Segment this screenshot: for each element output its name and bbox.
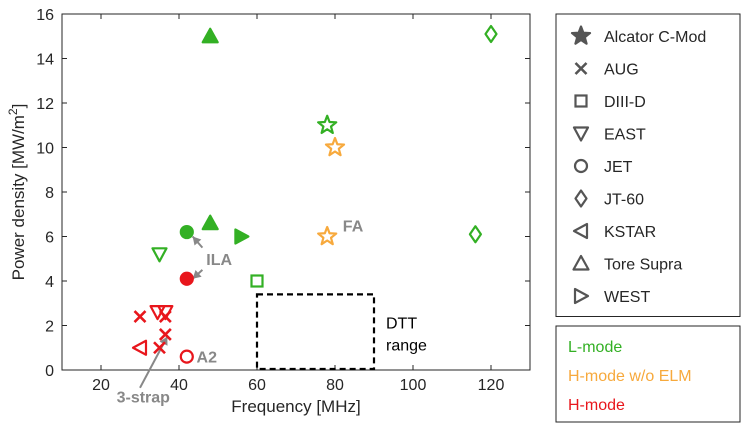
legend-marker bbox=[570, 25, 592, 45]
y-tick-label: 4 bbox=[45, 274, 54, 291]
data-point bbox=[201, 27, 219, 44]
legend-marker bbox=[572, 222, 589, 240]
legend-device-label: Tore Supra bbox=[604, 257, 682, 274]
legend-device-label: WEST bbox=[604, 289, 650, 306]
dtt-label-line2: range bbox=[386, 337, 427, 354]
y-axis-label-sup: 2 bbox=[6, 108, 20, 115]
legend-device-label: AUG bbox=[604, 62, 639, 79]
y-tick-label: 8 bbox=[45, 185, 54, 202]
y-axis-label: Power density [MW/m2] bbox=[6, 104, 28, 281]
dtt-range-box: DTT range bbox=[255, 293, 427, 371]
y-tick-label: 2 bbox=[45, 319, 54, 336]
annotation-label: ILA bbox=[206, 252, 232, 269]
device-legend: Alcator C-Mod AUG DIII-D EAST JET JT-60 KSTAR T… bbox=[555, 13, 741, 317]
legend-marker bbox=[573, 158, 589, 174]
data-point bbox=[151, 247, 168, 263]
x-tick-label: 100 bbox=[400, 377, 427, 394]
y-tick-label: 6 bbox=[45, 230, 54, 247]
data-point bbox=[133, 310, 147, 324]
plot-area bbox=[61, 13, 531, 371]
y-tick-label: 10 bbox=[36, 141, 54, 158]
data-point bbox=[179, 271, 194, 286]
x-tick-label: 60 bbox=[248, 377, 266, 394]
y-axis-label-end: ] bbox=[9, 104, 28, 109]
x-tick-label: 20 bbox=[92, 377, 110, 394]
legend-device-label: Alcator C-Mod bbox=[604, 29, 706, 46]
annotation-label: 3-strap bbox=[117, 390, 171, 407]
y-tick-label: 0 bbox=[45, 363, 54, 380]
x-tick-label: 120 bbox=[478, 377, 505, 394]
legend-marker bbox=[572, 126, 590, 142]
dtt-label-line1: DTT bbox=[386, 315, 417, 332]
data-point bbox=[234, 228, 250, 245]
legend-device-label: JT-60 bbox=[604, 192, 644, 209]
dtt-box bbox=[255, 293, 376, 371]
legend-marker bbox=[572, 254, 590, 271]
x-axis-label: Frequency [MHz] bbox=[231, 397, 360, 416]
mode-legend-box bbox=[555, 325, 741, 423]
data-point bbox=[250, 274, 264, 288]
arrow-head bbox=[192, 236, 202, 246]
data-point bbox=[158, 310, 172, 324]
data-point bbox=[179, 224, 194, 240]
legend-device-label: DIII-D bbox=[604, 94, 646, 111]
arrow-head bbox=[192, 270, 202, 279]
legend-marker bbox=[574, 189, 588, 208]
data-point bbox=[468, 225, 482, 244]
legend-marker bbox=[574, 94, 588, 108]
y-tick-label: 14 bbox=[36, 52, 54, 69]
legend-marker bbox=[573, 287, 590, 305]
x-tick-label: 40 bbox=[170, 377, 188, 394]
data-point bbox=[158, 327, 172, 341]
data-point bbox=[153, 341, 166, 355]
data-point bbox=[201, 214, 219, 231]
legend-device-label: JET bbox=[604, 159, 633, 176]
data-point bbox=[317, 114, 338, 135]
y-axis-label-main: Power density [MW/m bbox=[9, 115, 28, 280]
y-axis: 0 2 4 6 8 10 12 14 16 bbox=[36, 7, 530, 380]
legend-mode-label: H-mode bbox=[568, 397, 625, 414]
y-tick-label: 16 bbox=[36, 7, 54, 24]
x-tick-label: 80 bbox=[326, 377, 344, 394]
data-point bbox=[324, 136, 346, 157]
data-point bbox=[317, 225, 338, 246]
data-point bbox=[484, 24, 498, 44]
legend-mode-label: L-mode bbox=[568, 339, 622, 356]
data-point bbox=[179, 349, 194, 364]
legend-marker bbox=[574, 62, 588, 75]
annotation-label: A2 bbox=[197, 350, 218, 367]
annotations: FA ILA A2 3-strap bbox=[117, 218, 364, 406]
y-tick-label: 12 bbox=[36, 96, 54, 113]
x-axis: 20 40 60 80 100 120 bbox=[92, 14, 504, 394]
legend-mode-label: H-mode w/o ELM bbox=[568, 368, 692, 385]
mode-legend: L-mode H-mode w/o ELM H-mode bbox=[555, 325, 741, 423]
legend-device-label: EAST bbox=[604, 127, 646, 144]
data-point bbox=[131, 339, 148, 356]
legend-device-label: KSTAR bbox=[604, 224, 656, 241]
data-points bbox=[131, 24, 498, 364]
annotation-label: FA bbox=[343, 218, 364, 235]
